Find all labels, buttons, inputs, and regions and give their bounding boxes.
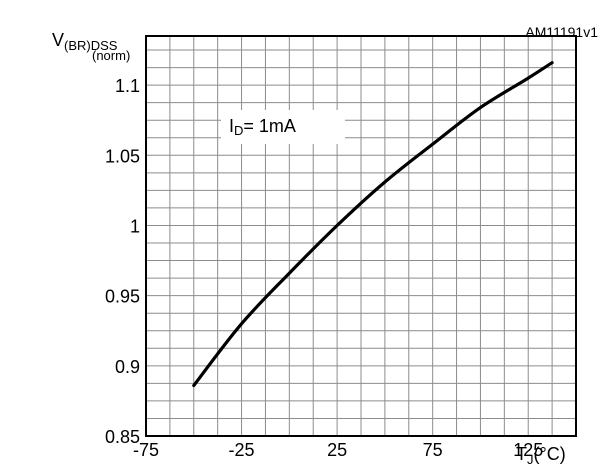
annotation-sub: D — [234, 123, 243, 138]
x-axis-label-unit: (°C) — [534, 444, 566, 464]
series-layer — [192, 61, 554, 388]
x-tick-label: -75 — [133, 440, 159, 460]
x-tick-label: -25 — [229, 440, 255, 460]
plot-frame — [145, 35, 577, 437]
y-axis-label-main: V — [52, 30, 64, 50]
y-tick-label: 0.95 — [105, 287, 140, 307]
annotation-bg — [221, 110, 345, 144]
grid — [146, 36, 576, 436]
figure-id: AM11191v1 — [525, 24, 598, 40]
y-axis-label-norm: (norm) — [92, 48, 130, 63]
tick-labels: -75 -25 25 75 125 0.85 0.9 0.95 1 1.05 1.1 — [105, 76, 543, 460]
annotation-main: I — [229, 116, 234, 136]
y-tick-label: 1.05 — [105, 146, 140, 166]
annotation: ID= 1mA — [229, 116, 296, 138]
x-axis-label: TJ(°C) — [516, 444, 566, 467]
x-axis-label-sub: J — [527, 452, 534, 467]
y-tick-label: 1.1 — [115, 76, 140, 96]
y-axis-label: V(BR)DSS — [52, 30, 118, 53]
x-tick-label: 25 — [327, 440, 347, 460]
x-tick-label: 75 — [423, 440, 443, 460]
y-tick-label: 0.85 — [105, 427, 140, 447]
series-line — [192, 61, 554, 388]
y-axis-label-sub: (BR)DSS — [64, 38, 118, 53]
y-tick-label: 0.9 — [115, 357, 140, 377]
annotation-rest: = 1mA — [243, 116, 296, 136]
y-tick-label: 1 — [130, 216, 140, 236]
x-tick-label: 125 — [513, 440, 543, 460]
x-axis-label-main: T — [516, 444, 527, 464]
